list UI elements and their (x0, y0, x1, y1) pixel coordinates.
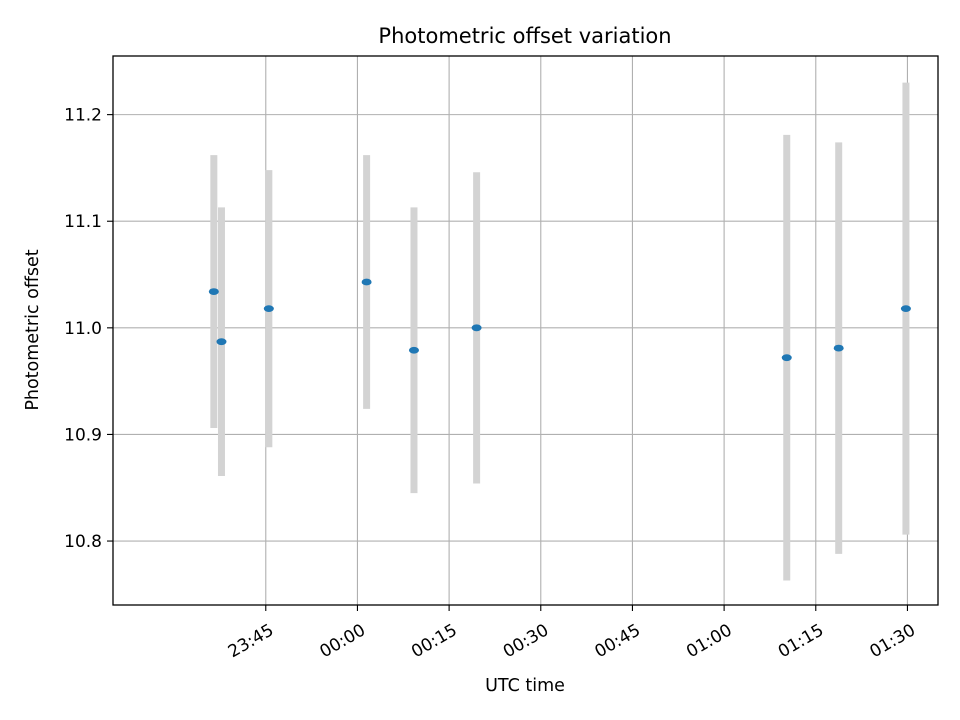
data-point (900, 305, 911, 313)
y-tick-label: 10.9 (64, 425, 102, 445)
data-point (208, 288, 219, 295)
plot-frame (112, 55, 939, 606)
data-point (408, 346, 419, 354)
y-tick-label: 11.1 (64, 212, 102, 232)
data-points (208, 278, 911, 362)
data-point (781, 354, 792, 362)
y-axis-label: Photometric offset (23, 249, 43, 410)
x-axis-label: UTC time (485, 676, 565, 696)
y-tick-label: 11.0 (64, 319, 102, 339)
data-point (471, 324, 482, 332)
data-point (361, 278, 372, 286)
data-point (263, 305, 274, 313)
y-tick-label: 10.8 (64, 532, 102, 552)
chart-title: Photometric offset variation (378, 24, 671, 48)
data-point (833, 344, 844, 352)
data-point (216, 338, 227, 346)
y-tick-label: 11.2 (64, 106, 102, 126)
